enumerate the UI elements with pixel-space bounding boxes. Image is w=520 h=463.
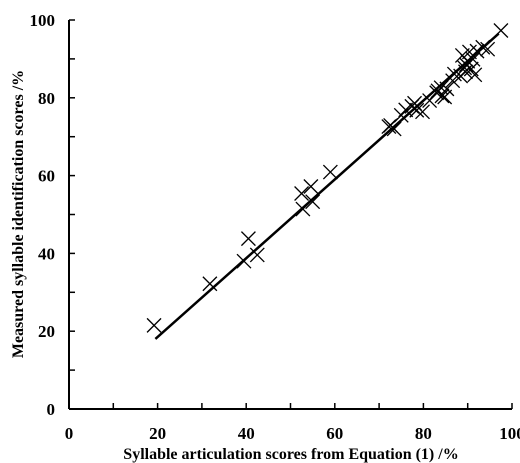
y-tick-label: 100 (30, 11, 56, 30)
data-point (467, 67, 483, 83)
data-point (462, 44, 477, 60)
fit-line-layer (154, 32, 500, 340)
x-tick-label: 60 (326, 424, 343, 443)
data-point (249, 247, 265, 263)
data-point (305, 194, 321, 210)
data-point (439, 81, 455, 97)
y-axis-label: Measured syllable identification scores … (10, 70, 27, 358)
data-point (434, 88, 450, 104)
data-point (475, 39, 491, 55)
y-tick-label: 80 (38, 89, 55, 108)
x-tick-label: 40 (238, 424, 255, 443)
data-point (445, 73, 461, 89)
data-point (236, 253, 252, 269)
y-tick-label: 60 (38, 167, 55, 186)
data-point (295, 201, 311, 217)
x-tick-label: 100 (499, 424, 520, 443)
data-point (303, 179, 319, 194)
data-point (437, 89, 453, 105)
data-point (480, 41, 496, 57)
data-points (146, 23, 509, 333)
data-point (493, 23, 509, 38)
data-point (465, 51, 481, 67)
x-tick-label: 20 (149, 424, 166, 443)
data-point (322, 164, 338, 180)
data-point (415, 104, 430, 120)
y-tick-label: 20 (38, 322, 55, 341)
data-point (409, 102, 425, 118)
data-point (240, 231, 256, 247)
x-axis-label: Syllable articulation scores from Equati… (123, 446, 458, 463)
axes: 0 20 40 60 80 100 0 20 40 60 80 100 (30, 11, 520, 443)
y-tick-label: 40 (38, 244, 55, 263)
fit-line (154, 32, 500, 340)
x-tick-label: 80 (415, 424, 432, 443)
y-tick-label: 0 (47, 400, 56, 419)
data-point (202, 276, 218, 292)
x-tick-label: 0 (65, 424, 74, 443)
data-point (294, 186, 310, 201)
data-point (146, 317, 162, 333)
data-point (386, 121, 402, 137)
